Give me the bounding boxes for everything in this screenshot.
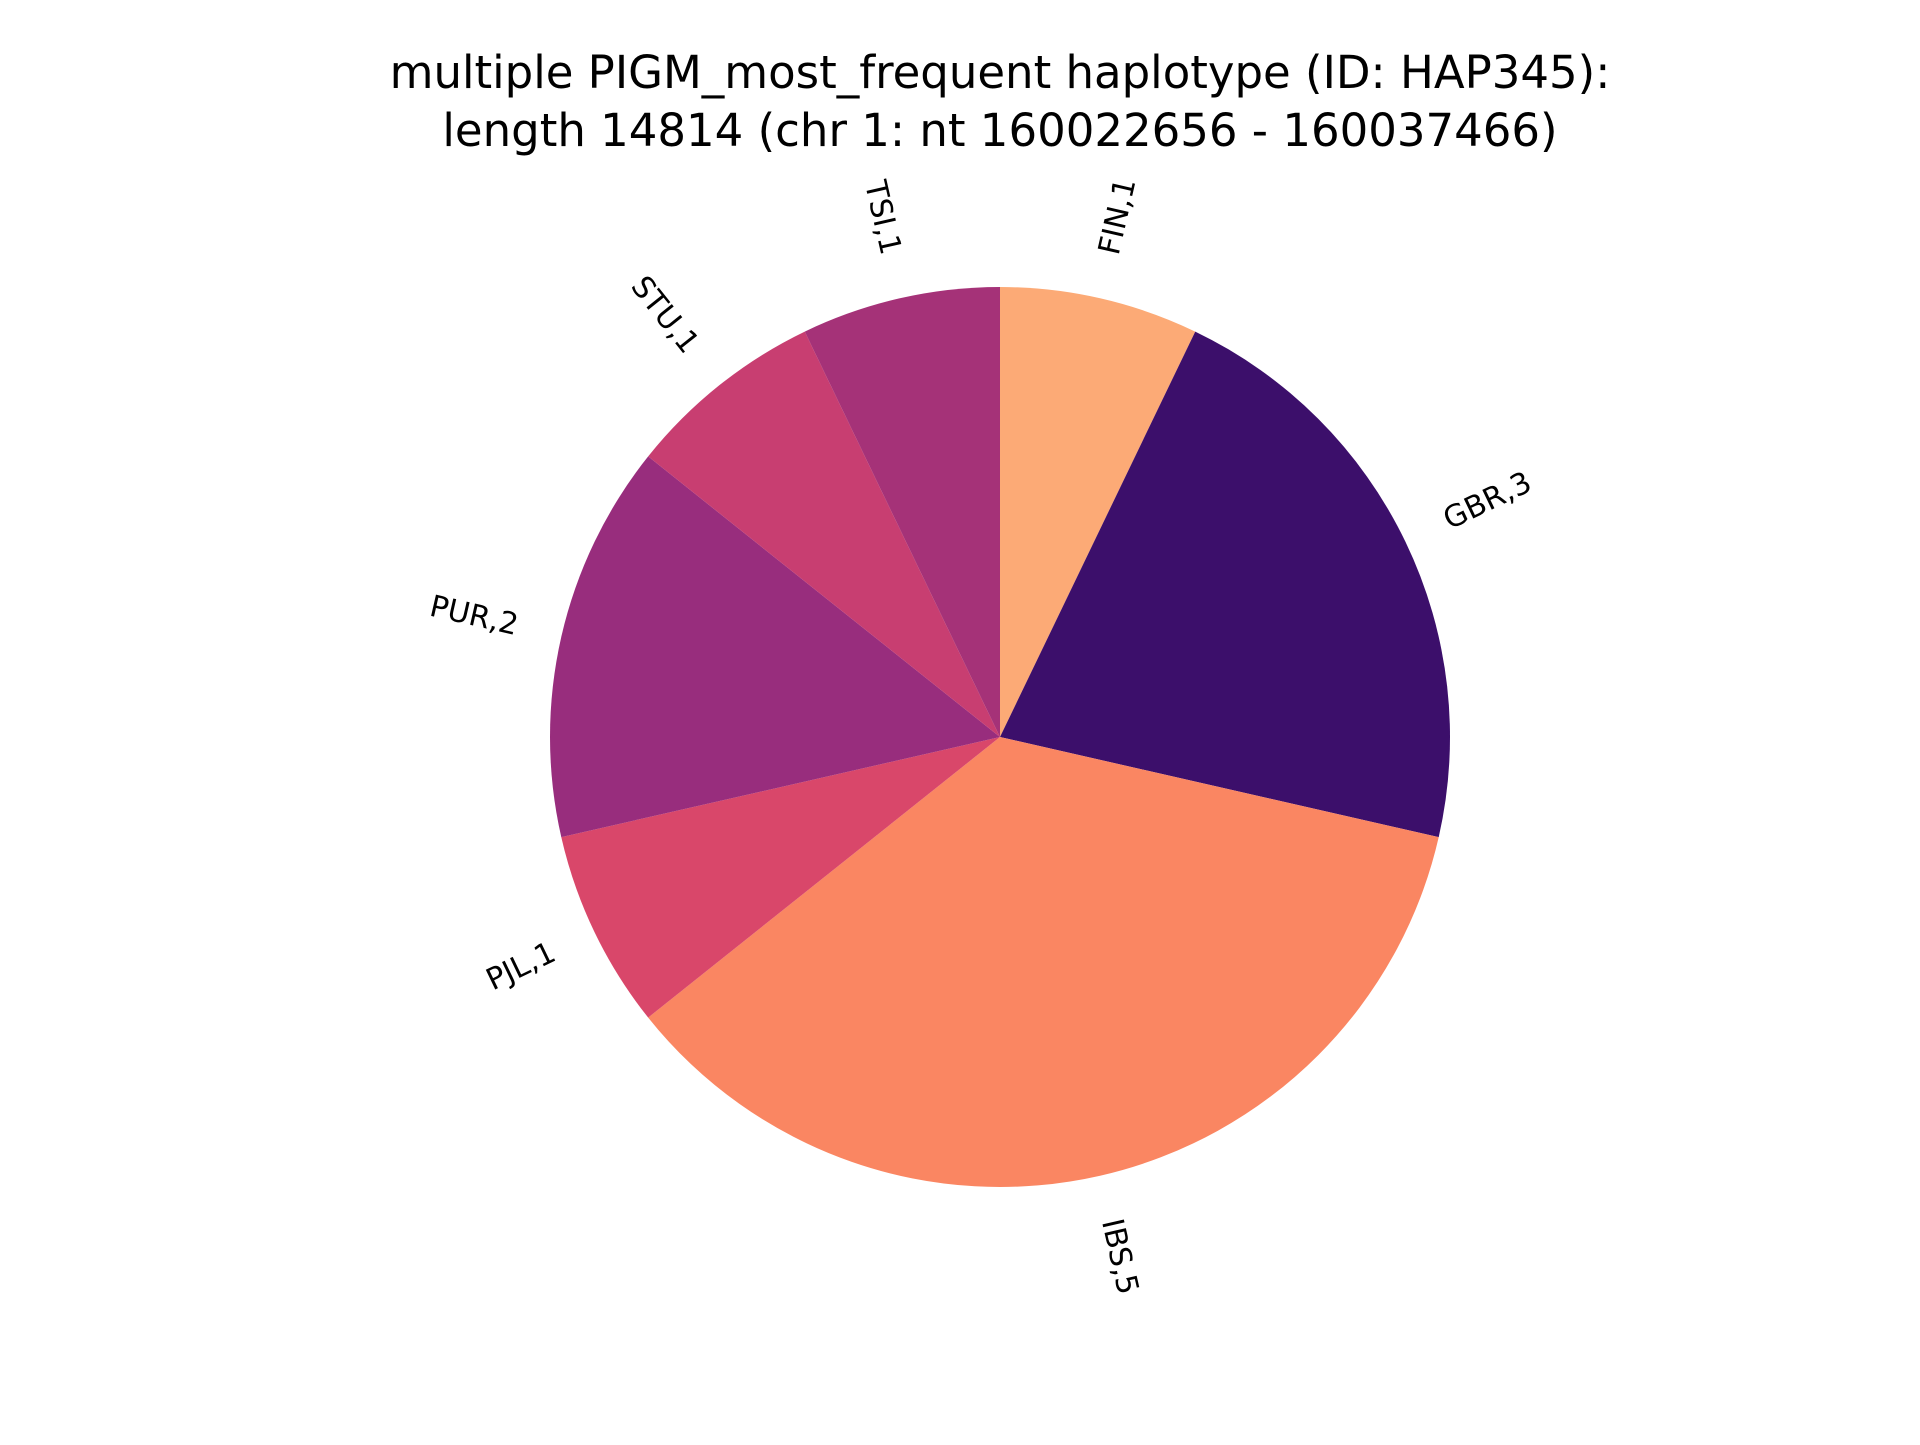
pie-slice-pur (550, 456, 1000, 838)
pie-slice-tsi (804, 287, 1000, 737)
pie-label-pjl: PJL,1 (481, 935, 561, 998)
pie-slice-gbr (1000, 331, 1450, 838)
pie-label-pur: PUR,2 (426, 589, 521, 643)
pie-label-stu: STU,1 (624, 270, 706, 361)
pie-label-tsi: TSI,1 (857, 176, 908, 258)
pie-slice-ibs (648, 737, 1439, 1187)
pie-slice-pjl (561, 737, 1000, 1018)
pie-label-ibs: IBS,5 (1094, 1215, 1145, 1297)
pie-label-gbr: GBR,3 (1438, 465, 1537, 537)
chart-title-line-2: length 14814 (chr 1: nt 160022656 - 1600… (442, 104, 1557, 157)
pie-label-fin: FIN,1 (1092, 175, 1143, 258)
chart-title-line-1: multiple PIGM_most_frequent haplotype (I… (390, 46, 1611, 99)
pie-slices (550, 287, 1450, 1187)
pie-slice-stu (648, 331, 1000, 737)
pie-slice-fin (1000, 287, 1196, 737)
